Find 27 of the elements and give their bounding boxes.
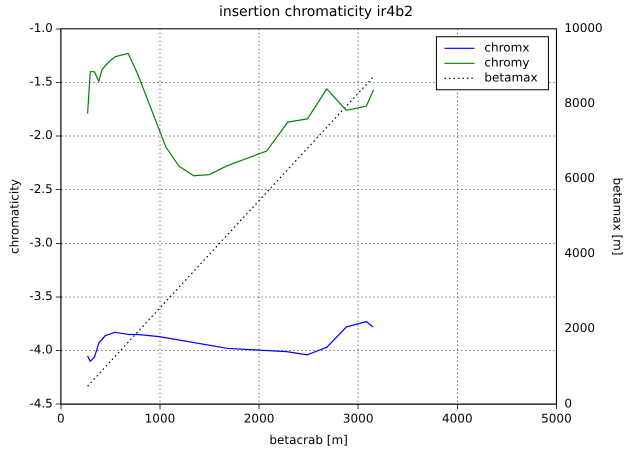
x-tick-label: 0 bbox=[56, 412, 65, 426]
x-tick-label: 3000 bbox=[342, 412, 374, 426]
y-tick-label: -3.5 bbox=[29, 289, 53, 304]
y2-tick-label: 0 bbox=[564, 396, 572, 410]
y-tick-label: -2.0 bbox=[29, 128, 53, 142]
y2-tick-label: 6000 bbox=[564, 171, 595, 186]
y-tick-label: -4.5 bbox=[29, 396, 53, 410]
y-tick-label: -1.0 bbox=[29, 20, 53, 35]
y-tick-label: -3.0 bbox=[29, 235, 53, 250]
x-tick-label: 1000 bbox=[144, 412, 176, 426]
y2-tick-label: 2000 bbox=[564, 321, 595, 336]
chart-title: insertion chromaticity ir4b2 bbox=[218, 4, 414, 20]
y2-tick-label: 4000 bbox=[564, 246, 595, 260]
x-tick-label: 5000 bbox=[541, 412, 572, 426]
y-tick-label: -2.5 bbox=[29, 182, 53, 196]
x-tick-label: 2000 bbox=[244, 412, 274, 426]
legend-label: chromx bbox=[484, 40, 530, 54]
y-tick-label: -1.5 bbox=[29, 74, 53, 89]
y2-tick-label: 10000 bbox=[564, 20, 603, 35]
legend-label: betamax bbox=[484, 70, 538, 84]
legend-label: chromy bbox=[484, 55, 530, 70]
y-tick-label: -4.0 bbox=[29, 342, 53, 357]
x-tick-label: 4000 bbox=[442, 412, 473, 426]
x-axis-title: betacrab [m] bbox=[269, 432, 348, 447]
y2-axis-title: betamax [m] bbox=[610, 177, 625, 256]
y2-tick-label: 8000 bbox=[564, 96, 595, 110]
y-axis-title: chromaticity bbox=[7, 178, 22, 254]
